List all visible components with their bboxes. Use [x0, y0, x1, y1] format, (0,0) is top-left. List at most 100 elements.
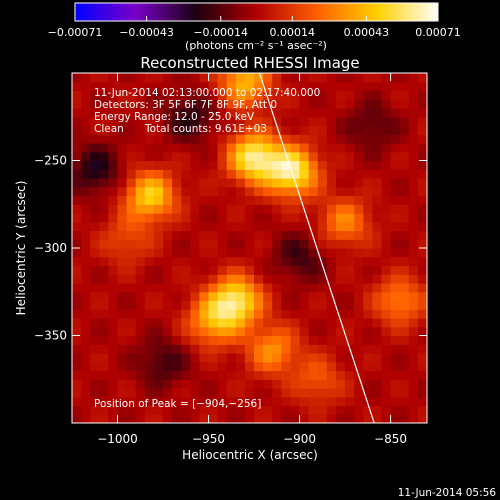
heatmap-cell [408, 248, 419, 258]
heatmap-cell [399, 178, 410, 188]
heatmap-cell [326, 344, 337, 354]
heatmap-cell [226, 335, 237, 345]
heatmap-cell [308, 256, 319, 267]
heatmap-cell [390, 265, 401, 275]
heatmap-cell [272, 326, 282, 337]
heatmap-cell [235, 353, 246, 363]
heatmap-cell [108, 108, 119, 118]
heatmap-cell [363, 283, 373, 293]
heatmap-cell [308, 195, 319, 205]
heatmap-cell [417, 116, 427, 127]
heatmap-cell [208, 108, 219, 118]
heatmap-cell [208, 248, 219, 258]
heatmap-cell [326, 151, 337, 162]
heatmap-cell [254, 239, 264, 249]
heatmap-cell [181, 73, 191, 83]
heatmap-cell [190, 81, 201, 92]
heatmap-cell [335, 116, 346, 127]
annotation-detectors: Detectors: 3F 5F 6F 7F 8F 9F, Att 0 [94, 99, 277, 111]
heatmap-cell [308, 90, 319, 100]
y-tick-label: −350 [34, 329, 67, 343]
heatmap-cell [172, 125, 182, 135]
heatmap-cell [163, 221, 173, 232]
heatmap-cell [117, 169, 128, 179]
heatmap-cell [108, 125, 119, 135]
heatmap-cell [153, 256, 164, 267]
heatmap-cell [372, 230, 383, 240]
heatmap-cell [190, 230, 201, 240]
heatmap-cell [190, 108, 201, 118]
heatmap-cell [299, 213, 310, 223]
heatmap-cell [281, 361, 292, 372]
heatmap-cell [381, 73, 392, 83]
heatmap-cell [317, 335, 328, 345]
heatmap-cell [181, 326, 191, 337]
heatmap-cell [217, 256, 228, 267]
heatmap-cell [135, 134, 146, 144]
heatmap-cell [272, 230, 282, 240]
heatmap-cell [226, 195, 237, 205]
heatmap-cell [299, 274, 310, 284]
heatmap-cell [144, 318, 155, 328]
heatmap-cell [190, 379, 201, 389]
heatmap-cell [244, 213, 255, 223]
heatmap-cell [354, 379, 364, 389]
heatmap-cell [244, 221, 255, 232]
heatmap-cell [372, 204, 383, 214]
heatmap-cell [272, 353, 282, 363]
heatmap-cell [181, 396, 191, 407]
heatmap-cell [290, 213, 301, 223]
heatmap-cell [244, 160, 255, 170]
heatmap-cell [108, 326, 119, 337]
heatmap-cell [417, 186, 427, 197]
heatmap-cell [263, 116, 273, 127]
heatmap-cell [226, 108, 237, 118]
heatmap-cell [317, 195, 328, 205]
heatmap-cell [354, 116, 364, 127]
heatmap-cell [99, 134, 110, 144]
heatmap-cell [126, 213, 137, 223]
heatmap-cell [372, 326, 383, 337]
heatmap-cell [81, 73, 91, 83]
heatmap-cell [135, 379, 146, 389]
heatmap-cell [372, 239, 383, 249]
heatmap-cell [254, 370, 264, 380]
heatmap-cell [153, 204, 164, 214]
heatmap-cell [244, 204, 255, 214]
heatmap-cell [408, 239, 419, 249]
heatmap-cell [163, 195, 173, 205]
heatmap-cell [199, 291, 210, 302]
heatmap-cell [417, 108, 427, 118]
heatmap-cell [381, 370, 392, 380]
heatmap-cell [399, 99, 410, 109]
heatmap-cell [163, 379, 173, 389]
heatmap-cell [199, 326, 210, 337]
heatmap-cell [326, 108, 337, 118]
annotation-total-counts: Total counts: 9.61E+03 [144, 123, 267, 135]
heatmap-cell [72, 239, 82, 249]
heatmap-cell [235, 283, 246, 293]
heatmap-cell [235, 239, 246, 249]
heatmap-cell [226, 81, 237, 92]
heatmap-cell [226, 379, 237, 389]
heatmap-cell [290, 388, 301, 398]
heatmap-cell [335, 300, 346, 310]
heatmap-cell [199, 178, 210, 188]
heatmap-cell [226, 256, 237, 267]
heatmap-cell [308, 335, 319, 345]
heatmap-cell [117, 318, 128, 328]
heatmap-cell [290, 160, 301, 170]
heatmap-cell [272, 318, 282, 328]
heatmap-cell [72, 143, 82, 153]
heatmap-cell [135, 370, 146, 380]
heatmap-cell [335, 265, 346, 275]
heatmap-cell [363, 178, 373, 188]
heatmap-cell [163, 73, 173, 83]
heatmap-cell [181, 248, 191, 258]
heatmap-cell [226, 125, 237, 135]
heatmap-cell [390, 186, 401, 197]
heatmap-cell [326, 318, 337, 328]
heatmap-cell [317, 379, 328, 389]
heatmap-cell [153, 274, 164, 284]
heatmap-cell [272, 204, 282, 214]
